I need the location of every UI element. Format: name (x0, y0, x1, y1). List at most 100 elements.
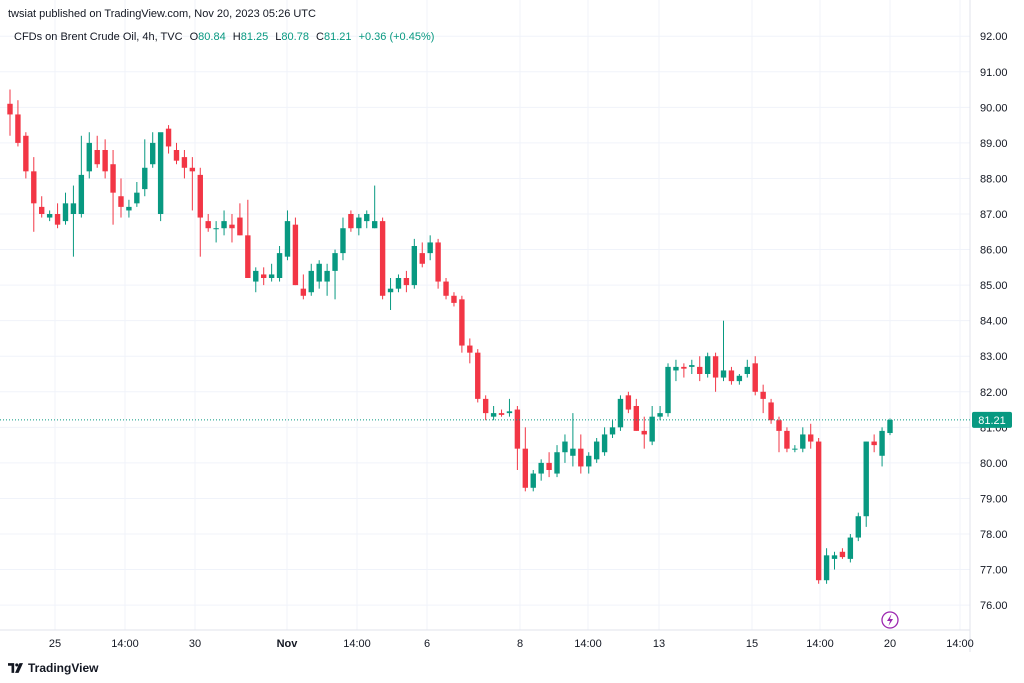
candle (839, 548, 846, 559)
candle-body (340, 228, 346, 254)
symbol-name: CFDs on Brent Crude Oil, 4h, TVC (14, 31, 183, 43)
x-tick-label: 14:00 (574, 638, 602, 650)
candle (506, 398, 513, 417)
candle (189, 157, 196, 211)
candle-body (546, 462, 552, 470)
candle-body (237, 217, 243, 236)
candle (23, 132, 29, 179)
x-tick-label: 14:00 (946, 638, 974, 650)
candle-body (427, 242, 433, 254)
candle (792, 445, 798, 453)
candle (538, 459, 544, 481)
candle (15, 100, 21, 147)
y-tick-label: 82.00 (980, 387, 1008, 399)
low-label: L (275, 31, 282, 43)
candle-body (15, 114, 21, 143)
candle (268, 263, 275, 282)
candle-body (538, 462, 544, 474)
candle-body (649, 416, 655, 442)
candle (554, 445, 560, 478)
candle-body (744, 366, 750, 374)
candle-body (403, 278, 410, 286)
candle-body (7, 103, 13, 115)
candle-body (578, 448, 584, 467)
publisher-caption: twsiat published on TradingView.com, Nov… (8, 8, 316, 20)
candle (633, 398, 640, 431)
candle-body (316, 263, 322, 282)
candle-body (54, 214, 61, 225)
y-axis-labels: 92.00 91.00 90.00 89.00 88.00 87.00 86.00 85.00… (980, 31, 1008, 612)
lightning-icon[interactable] (881, 611, 899, 629)
candle-body (712, 356, 719, 378)
candle (165, 125, 172, 154)
candle (371, 185, 378, 229)
candle (490, 406, 497, 421)
candle-body (157, 132, 164, 214)
candle (855, 512, 861, 542)
candle-body (356, 217, 362, 229)
close-label: C (316, 31, 324, 43)
candle-body (324, 270, 330, 282)
candle (704, 352, 711, 378)
candle (482, 395, 489, 421)
candle-body (792, 448, 798, 450)
candle-body (609, 427, 616, 435)
candle-body (118, 196, 124, 207)
candle (332, 249, 338, 300)
candle-body (197, 174, 203, 218)
candle (863, 441, 869, 527)
candle (475, 349, 481, 403)
candle-body (530, 473, 536, 488)
candle-body (284, 221, 291, 257)
tradingview-footer[interactable]: TradingView (8, 661, 98, 675)
y-tick-label: 88.00 (980, 173, 1008, 185)
candle (657, 406, 663, 421)
x-tick-label: 14:00 (343, 638, 371, 650)
low-value: 80.78 (281, 31, 309, 43)
candle (276, 246, 283, 282)
candle-body (815, 441, 822, 581)
candle (142, 139, 148, 197)
candle (435, 238, 441, 289)
candle (379, 217, 386, 300)
plot-area (0, 22, 970, 630)
candle-body (562, 441, 568, 453)
x-axis-labels: 25 14:00 30 Nov 14:00 6 8 14:00 13 15 14:00 20 14:00 (49, 638, 974, 650)
candle (443, 278, 449, 300)
candle (173, 142, 180, 165)
candle (348, 210, 354, 232)
candle (879, 427, 885, 467)
y-tick-label: 87.00 (980, 209, 1008, 221)
candles (7, 89, 893, 584)
candle (649, 406, 655, 446)
y-tick-label: 89.00 (980, 138, 1008, 150)
candle-body (601, 434, 608, 453)
x-tick-label: 25 (49, 638, 61, 650)
candle (467, 338, 473, 364)
candle (364, 210, 370, 229)
candle (229, 214, 235, 243)
candle-body (586, 455, 592, 467)
candle (31, 157, 37, 232)
candle-body (855, 516, 861, 538)
x-tick-label: 8 (517, 638, 523, 650)
x-tick-label: 13 (653, 638, 665, 650)
x-tick-label: 14:00 (111, 638, 139, 650)
candle-body (110, 164, 116, 193)
candle-body (300, 288, 307, 296)
candle-body (94, 150, 100, 165)
candle (324, 263, 330, 296)
candle (411, 238, 418, 289)
candle-body (689, 365, 695, 367)
candle (625, 391, 632, 414)
candle-body (364, 214, 370, 222)
x-tick-label: 30 (189, 638, 201, 650)
grid-horizontal (0, 35, 970, 606)
candle (39, 196, 45, 218)
candle (887, 418, 893, 436)
candle (54, 203, 61, 229)
candle (681, 363, 687, 378)
candle-body (348, 214, 354, 229)
candle-body (736, 375, 743, 382)
